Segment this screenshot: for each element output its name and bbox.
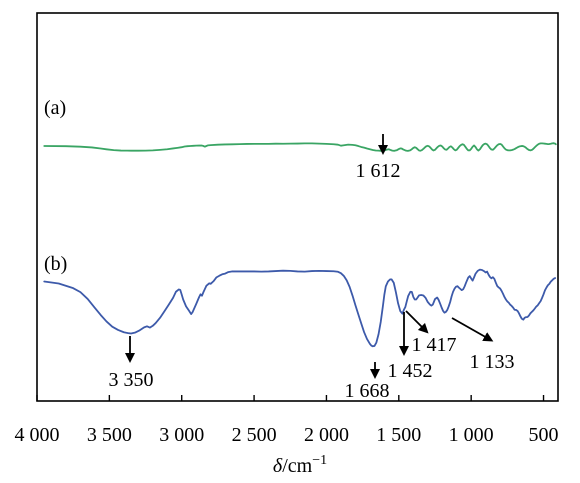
peak-label-1133: 1 133 (470, 351, 515, 373)
peak-label-3350: 3 350 (109, 369, 154, 391)
x-tick-label-2500: 2 500 (232, 424, 277, 446)
x-axis-title-exponent: −1 (312, 453, 327, 468)
series-a-line (43, 142, 557, 152)
x-axis-title: δ/cm−1 (273, 453, 327, 477)
series-b-line (43, 268, 557, 348)
peak-annotations: 1 612 3 350 1 668 1 452 1 417 1 133 (109, 134, 515, 402)
plot-frame (36, 12, 559, 402)
series-a-group: (a) (43, 97, 557, 152)
x-axis-title-unit: /cm (282, 455, 312, 477)
peak-label-1612: 1 612 (356, 160, 401, 182)
x-tick-label-1500: 1 500 (376, 424, 421, 446)
series-a-label: (a) (44, 97, 66, 119)
x-tick-label-3500: 3 500 (87, 424, 132, 446)
x-tick-label-500: 500 (529, 424, 559, 446)
x-tick-label-4000: 4 000 (15, 424, 60, 446)
x-tick-label-1000: 1 000 (449, 424, 494, 446)
peak-arrow-1417 (405, 310, 429, 334)
peak-label-1452: 1 452 (388, 360, 433, 382)
peak-label-1417: 1 417 (412, 334, 457, 356)
peak-label-1668: 1 668 (345, 380, 390, 402)
x-axis: 4 000 3 500 3 000 2 500 2 000 1 500 1 000 500 (15, 395, 559, 446)
x-tick-label-2000: 2 000 (304, 424, 349, 446)
peak-arrow-1133 (451, 317, 494, 342)
series-b-label: (b) (44, 253, 67, 275)
x-tick-label-3000: 3 000 (159, 424, 204, 446)
series-b-group: (b) (43, 253, 557, 348)
x-axis-title-symbol: δ (273, 455, 283, 477)
